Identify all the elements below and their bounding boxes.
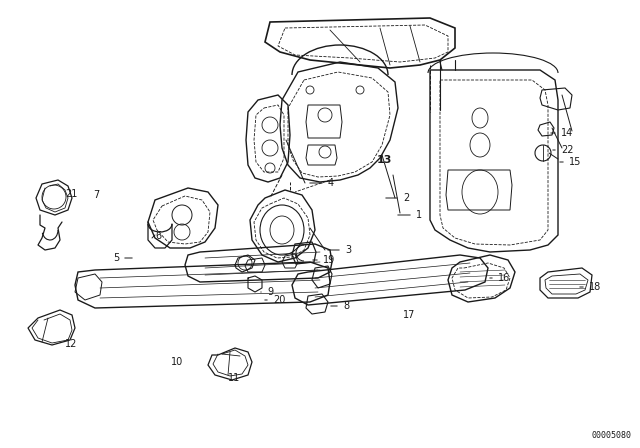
Text: 19: 19 (323, 255, 335, 265)
Text: 1: 1 (416, 210, 422, 220)
Text: 9: 9 (267, 287, 273, 297)
Text: 4: 4 (328, 178, 334, 188)
Text: 16: 16 (498, 273, 510, 283)
Text: 13: 13 (377, 155, 392, 165)
Text: 18: 18 (589, 282, 601, 292)
Text: 15: 15 (569, 157, 581, 167)
Text: 10: 10 (171, 357, 183, 367)
Text: 5: 5 (113, 253, 119, 263)
Text: 17: 17 (403, 310, 415, 320)
Text: 22: 22 (561, 145, 573, 155)
Text: 6: 6 (155, 231, 161, 241)
Text: 11: 11 (228, 373, 240, 383)
Text: 14: 14 (561, 128, 573, 138)
Text: 20: 20 (273, 295, 285, 305)
Text: 12: 12 (65, 339, 77, 349)
Text: 2: 2 (403, 193, 409, 203)
Text: 21: 21 (65, 189, 77, 199)
Text: 7: 7 (93, 190, 99, 200)
Text: 00005080: 00005080 (592, 431, 632, 440)
Text: 8: 8 (343, 301, 349, 311)
Text: 3: 3 (345, 245, 351, 255)
